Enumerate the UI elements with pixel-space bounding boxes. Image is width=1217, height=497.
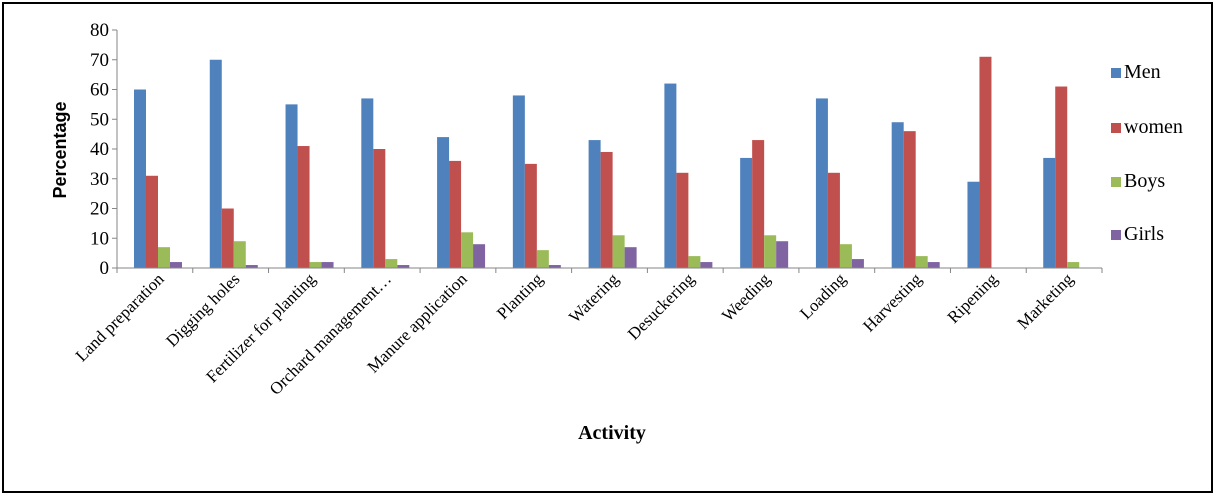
y-tick-label-30: 30	[90, 169, 109, 190]
bar-boys-1	[233, 241, 246, 268]
bar-boys-2	[309, 262, 322, 268]
bar-boys-8	[764, 235, 777, 268]
bar-boys-7	[688, 256, 701, 268]
bar-girls-10	[927, 262, 940, 268]
bar-boys-12	[1067, 262, 1080, 268]
bar-women-7	[676, 172, 689, 268]
bar-men-3	[361, 98, 374, 268]
bar-men-7	[664, 83, 677, 268]
legend-label-girls: Girls	[1124, 223, 1164, 245]
y-tick-label-70: 70	[90, 50, 109, 71]
y-tick-labels: 0 10 20 30 40 50 60 70 80	[90, 20, 117, 279]
y-axis-label: Percentage	[50, 101, 70, 198]
x-tick-label-5: Planting	[493, 269, 547, 323]
bar-women-4	[449, 160, 462, 268]
legend-label-women: women	[1124, 116, 1183, 138]
bar-girls-3	[397, 265, 410, 268]
y-tick-label-80: 80	[90, 20, 109, 41]
legend-swatch-women	[1111, 123, 1121, 133]
legend-label-men: Men	[1124, 61, 1161, 83]
bar-women-5	[524, 163, 537, 268]
bar-men-1	[209, 59, 222, 268]
x-tick-label-11: Ripening	[944, 269, 1002, 327]
bar-men-0	[134, 89, 146, 268]
x-axis-label: Activity	[578, 422, 646, 444]
bar-boys-3	[385, 259, 398, 268]
bar-girls-0	[170, 262, 182, 268]
legend-swatch-boys	[1111, 177, 1121, 187]
bar-girls-9	[851, 259, 864, 268]
bar-men-12	[1043, 157, 1056, 268]
bar-women-3	[373, 149, 386, 268]
y-tick-label-0: 0	[100, 258, 110, 279]
bar-girls-4	[473, 244, 486, 268]
bar-men-2	[285, 104, 298, 268]
bar-men-8	[740, 157, 753, 268]
bar-men-5	[512, 95, 525, 268]
bar-men-6	[588, 140, 601, 268]
y-tick-label-20: 20	[90, 199, 109, 220]
bar-boys-10	[915, 256, 928, 268]
legend-swatch-men	[1111, 68, 1121, 78]
bar-women-9	[827, 172, 840, 268]
bar-women-0	[146, 175, 158, 268]
bar-men-9	[815, 98, 828, 268]
bar-women-12	[1055, 86, 1068, 269]
x-tick-label-6: Watering	[565, 269, 623, 327]
bar-girls-8	[776, 241, 789, 268]
bar-girls-1	[245, 265, 258, 268]
bar-girls-7	[700, 262, 713, 268]
bar-boys-6	[612, 235, 625, 268]
bar-men-4	[437, 137, 450, 268]
bar-men-11	[967, 181, 980, 268]
bar-girls-2	[321, 262, 334, 268]
bar-women-8	[752, 140, 765, 268]
bar-women-2	[297, 146, 310, 268]
bar-women-1	[221, 208, 234, 268]
x-tick-label-8: Weeding	[718, 269, 774, 325]
bar-boys-0	[158, 247, 170, 268]
bar-women-10	[903, 131, 916, 268]
bar-men-10	[891, 122, 904, 268]
x-tick-label-0: Land preparation	[72, 269, 168, 365]
y-tick-label-10: 10	[90, 228, 109, 249]
x-tick-label-9: Loading	[796, 269, 850, 323]
y-tick-label-50: 50	[90, 109, 109, 130]
x-tick-label-1: Digging holes	[162, 269, 243, 350]
bar-women-11	[979, 56, 992, 269]
y-tick-label-60: 60	[90, 80, 109, 101]
bar-boys-5	[536, 250, 549, 268]
bars-layer	[134, 56, 1080, 269]
x-tick-label-7: Desuckering	[624, 269, 699, 344]
bar-boys-9	[839, 244, 852, 268]
legend: Men women Boys Girls	[1111, 61, 1183, 245]
bar-boys-4	[461, 232, 474, 268]
bar-girls-5	[548, 265, 561, 268]
bar-girls-6	[624, 247, 637, 268]
bar-women-6	[600, 151, 613, 268]
x-tick-label-12: Marketing	[1013, 269, 1077, 333]
legend-swatch-girls	[1111, 230, 1121, 240]
y-tick-label-40: 40	[90, 139, 109, 160]
legend-label-boys: Boys	[1124, 170, 1165, 192]
x-tick-label-10: Harvesting	[859, 269, 926, 336]
